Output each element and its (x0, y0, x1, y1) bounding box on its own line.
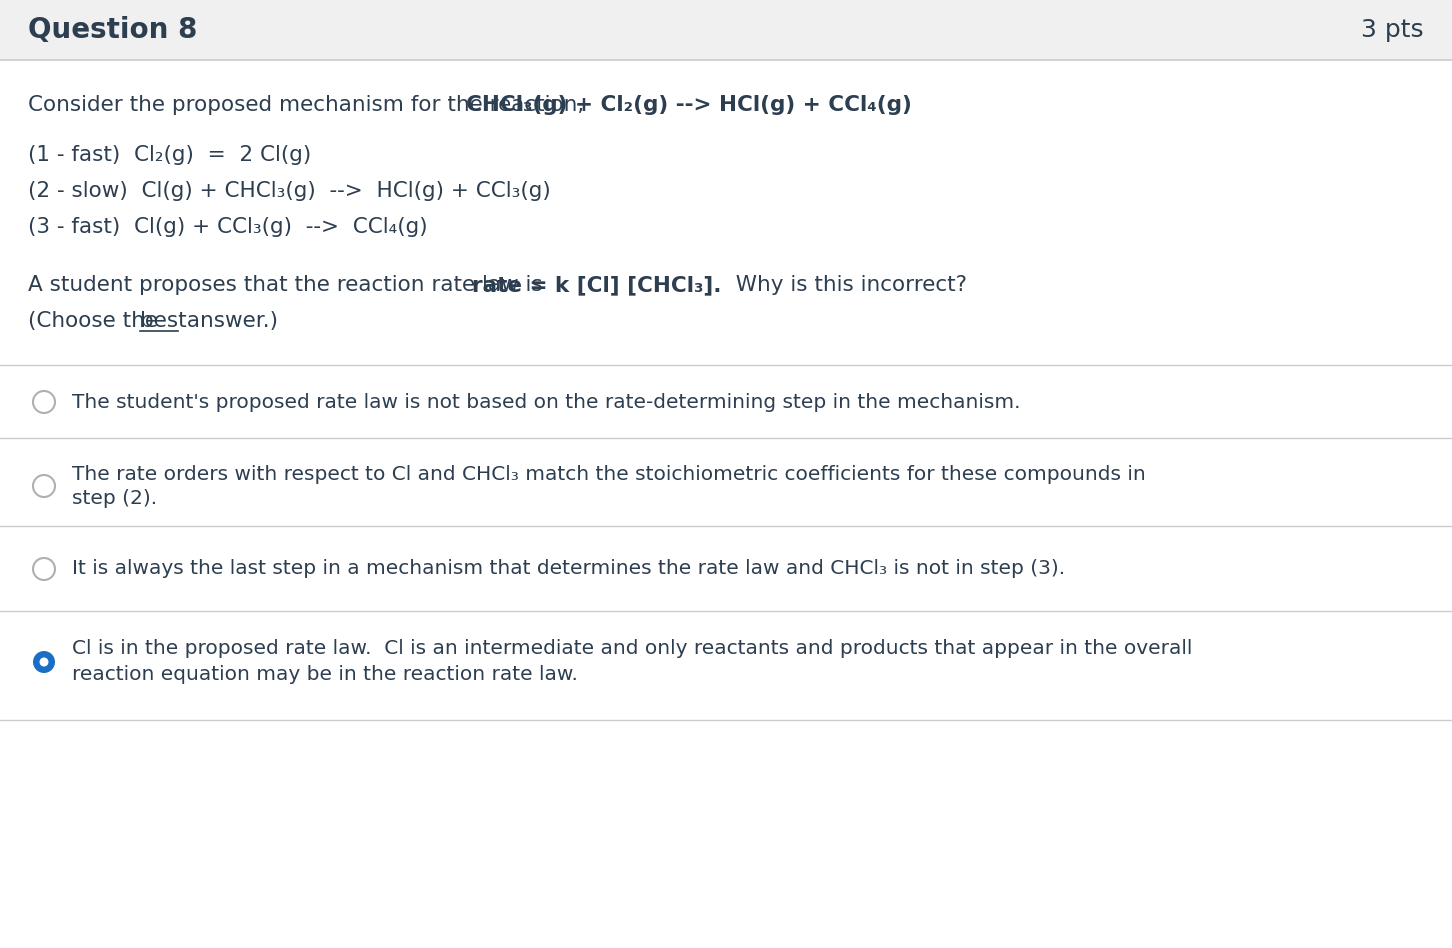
Text: (Choose the: (Choose the (28, 311, 166, 331)
Text: (2 - slow)  Cl(g) + CHCl₃(g)  -->  HCl(g) + CCl₃(g): (2 - slow) Cl(g) + CHCl₃(g) --> HCl(g) +… (28, 181, 550, 201)
Circle shape (33, 558, 55, 580)
Text: reaction equation may be in the reaction rate law.: reaction equation may be in the reaction… (73, 665, 578, 684)
Text: The rate orders with respect to Cl and CHCl₃ match the stoichiometric coefficien: The rate orders with respect to Cl and C… (73, 465, 1146, 483)
Text: Cl is in the proposed rate law.  Cl is an intermediate and only reactants and pr: Cl is in the proposed rate law. Cl is an… (73, 640, 1192, 659)
Text: Consider the proposed mechanism for the reaction,: Consider the proposed mechanism for the … (28, 95, 598, 115)
Text: (1 - fast)  Cl₂(g)  =  2 Cl(g): (1 - fast) Cl₂(g) = 2 Cl(g) (28, 145, 311, 165)
Text: A student proposes that the reaction rate law is: A student proposes that the reaction rat… (28, 275, 556, 295)
Circle shape (33, 391, 55, 413)
Text: The student's proposed rate law is not based on the rate-determining step in the: The student's proposed rate law is not b… (73, 392, 1021, 411)
Text: 3 pts: 3 pts (1362, 18, 1424, 42)
Text: Why is this incorrect?: Why is this incorrect? (722, 275, 967, 295)
Text: step (2).: step (2). (73, 488, 157, 507)
Text: rate = k [Cl] [CHCl₃].: rate = k [Cl] [CHCl₃]. (472, 275, 722, 295)
Bar (0, 0, 1452, 60)
Text: CHCl₃(g) + Cl₂(g) --> HCl(g) + CCl₄(g): CHCl₃(g) + Cl₂(g) --> HCl(g) + CCl₄(g) (466, 95, 912, 115)
Text: answer.): answer.) (180, 311, 277, 331)
Text: It is always the last step in a mechanism that determines the rate law and CHCl₃: It is always the last step in a mechanis… (73, 559, 1066, 578)
Circle shape (39, 658, 48, 666)
Text: Question 8: Question 8 (28, 16, 197, 44)
Circle shape (33, 651, 55, 673)
Text: best: best (139, 311, 187, 331)
Circle shape (33, 475, 55, 497)
Text: (3 - fast)  Cl(g) + CCl₃(g)  -->  CCl₄(g): (3 - fast) Cl(g) + CCl₃(g) --> CCl₄(g) (28, 217, 428, 237)
